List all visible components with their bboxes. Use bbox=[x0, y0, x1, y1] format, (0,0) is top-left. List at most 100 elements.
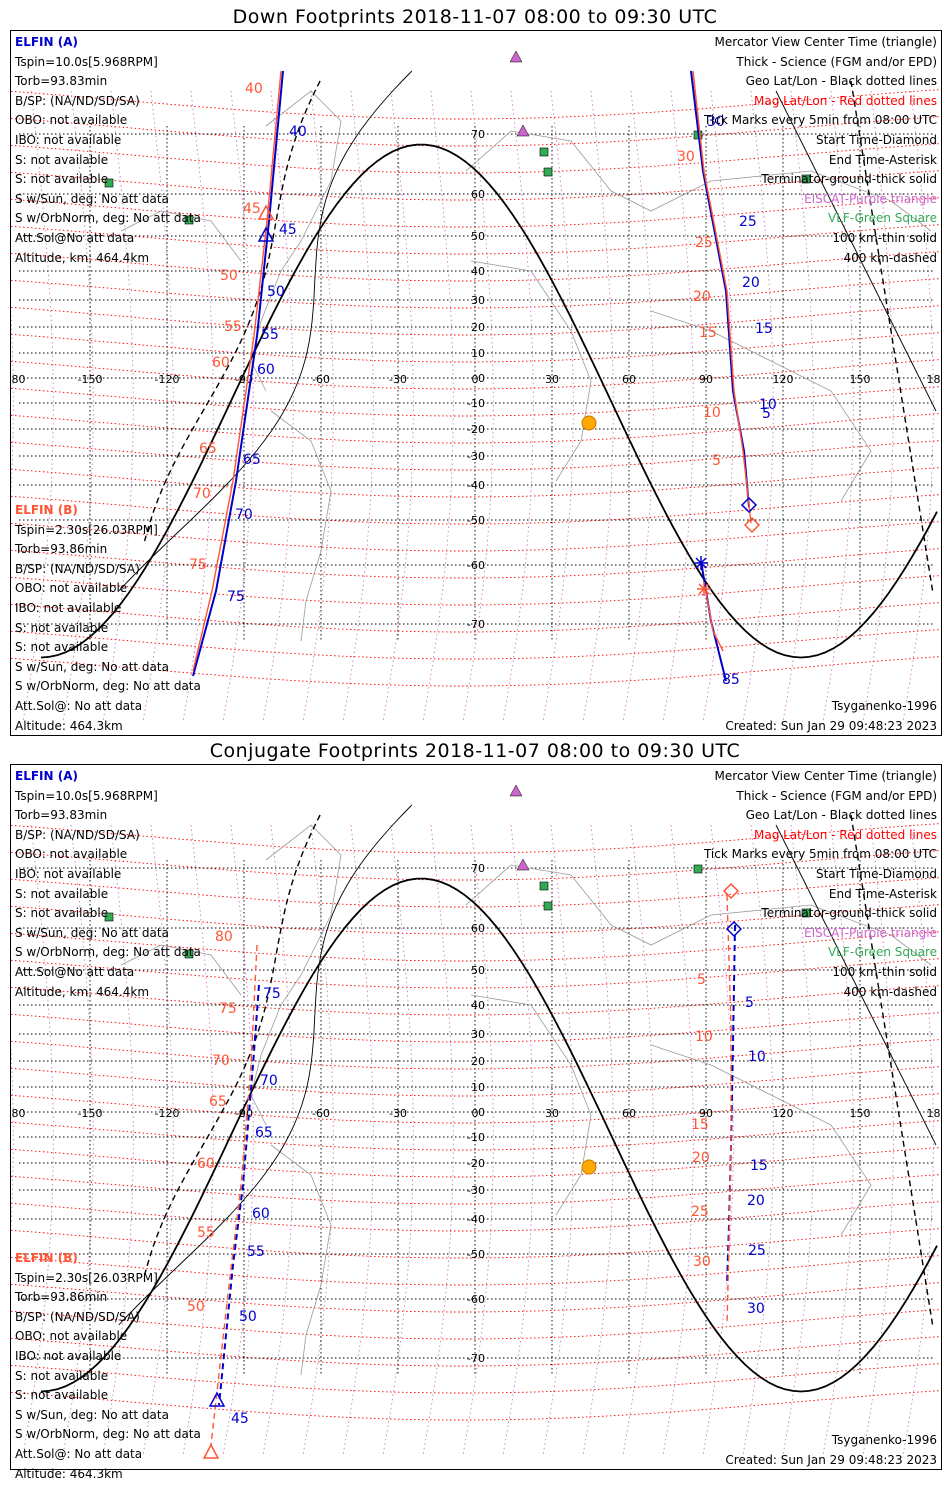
elfin-b-tick-label: 20 bbox=[692, 1150, 710, 1166]
footer-right: Tsyganenko-1996 Created: Sun Jan 29 09:4… bbox=[725, 1431, 937, 1470]
elfin-b-tick-label: 65 bbox=[199, 441, 217, 457]
elfin-b-tick-label: 70 bbox=[212, 1053, 230, 1069]
mag-lon-line bbox=[742, 824, 774, 1456]
mag-lat-line bbox=[11, 332, 941, 363]
vlf-station-square bbox=[693, 864, 703, 874]
mag-lon-line bbox=[102, 824, 134, 1456]
mag-lon-line bbox=[142, 824, 174, 1456]
map-canvas-down: -180-150-120-90-60-300306090120150180706… bbox=[11, 50, 941, 722]
lon-tick-label: -180 bbox=[11, 373, 25, 386]
lat-tick-label: -60 bbox=[467, 559, 485, 572]
mag-lon-line bbox=[102, 90, 134, 722]
elfin-a-tick-label: 50 bbox=[267, 284, 285, 300]
lat-tick-label: 10 bbox=[471, 1081, 485, 1094]
elfin-a-line: S: not available bbox=[15, 886, 109, 901]
lon-tick-label: 0 bbox=[472, 1107, 479, 1120]
lon-tick-label: -120 bbox=[155, 1107, 180, 1120]
mag-lon-line bbox=[822, 90, 854, 722]
elfin-a-info: ELFIN (A) Tspin=10.0s[5.968RPM] Torb=93.… bbox=[15, 767, 201, 1002]
mag-lat-line bbox=[11, 1012, 941, 1043]
elfin-b-tick-label: 60 bbox=[212, 355, 230, 371]
elfin-b-line: S: not available bbox=[15, 1368, 109, 1383]
elfin-a-line: Tspin=10.0s[5.968RPM] bbox=[15, 788, 158, 803]
elfin-a-line: S: not available bbox=[15, 906, 109, 921]
elfin-b-tick-label: 60 bbox=[197, 1156, 215, 1172]
elfin-b-tick-label: 65 bbox=[209, 1094, 227, 1110]
elfin-a-line: OBO: not available bbox=[15, 113, 128, 128]
mag-lat-line bbox=[11, 877, 941, 908]
lat-tick-label: -30 bbox=[467, 450, 485, 463]
elfin-a-tick-label: 20 bbox=[747, 1193, 765, 1209]
elfin-a-line: Altitude, km: 464.4km bbox=[15, 984, 150, 999]
elfin-b-tick-label: 25 bbox=[695, 235, 713, 251]
elfin-b-line: IBO: not available bbox=[15, 600, 122, 615]
vlf-station-square bbox=[543, 167, 553, 177]
elfin-b-track bbox=[704, 586, 724, 652]
altitude-400km-line bbox=[143, 80, 321, 542]
elfin-b-track bbox=[192, 70, 282, 672]
legend-line: Mercator View Center Time (triangle) bbox=[714, 769, 937, 783]
coastline bbox=[470, 260, 592, 482]
lat-tick-label: -40 bbox=[467, 479, 485, 492]
elfin-a-center-triangle bbox=[208, 1391, 226, 1407]
vlf-station-square bbox=[539, 147, 549, 157]
legend-line: VLF-Green Square bbox=[828, 211, 937, 226]
lon-tick-label: -60 bbox=[312, 1107, 330, 1120]
elfin-b-tick-label: 55 bbox=[197, 1225, 215, 1241]
mag-lat-line bbox=[11, 985, 941, 1016]
legend-line: End Time-Asterisk bbox=[828, 152, 937, 167]
mag-lat-line bbox=[11, 89, 941, 120]
elfin-b-line: Torb=93.86min bbox=[15, 542, 108, 557]
elfin-b-line: S: not available bbox=[15, 1388, 109, 1403]
lon-tick-label: 90 bbox=[699, 373, 713, 386]
mag-lat-line bbox=[11, 904, 941, 935]
legend-line: Terminator-ground-thick solid bbox=[761, 906, 937, 921]
elfin-b-line: Att.Sol@: No att data bbox=[15, 698, 143, 713]
mag-lon-line bbox=[502, 824, 534, 1456]
mag-lon-line bbox=[662, 90, 694, 722]
lat-tick-label: 60 bbox=[471, 188, 485, 201]
elfin-a-end-asterisk bbox=[694, 556, 708, 570]
elfin-a-tick-label: 65 bbox=[255, 1125, 273, 1141]
elfin-a-line: Torb=93.83min bbox=[15, 808, 108, 823]
elfin-b-center-triangle bbox=[257, 204, 275, 220]
elfin-b-tick-label: 30 bbox=[693, 1254, 711, 1270]
altitude-100km-line bbox=[118, 804, 413, 1326]
legend-line: Terminator-ground-thick solid bbox=[761, 172, 937, 187]
elfin-a-tick-label: 5 bbox=[762, 406, 771, 422]
elfin-b-line: Torb=93.86min bbox=[15, 1290, 108, 1305]
elfin-a-tick-label: 45 bbox=[279, 222, 297, 238]
mag-lon-line bbox=[342, 824, 374, 1456]
elfin-b-tick-label: 10 bbox=[703, 405, 721, 421]
mag-lat-line bbox=[11, 1120, 941, 1151]
elfin-b-line: IBO: not available bbox=[15, 1348, 122, 1363]
elfin-a-start-diamond bbox=[725, 920, 743, 938]
elfin-a-tick-label: 20 bbox=[742, 275, 760, 291]
lon-tick-label: 150 bbox=[850, 373, 871, 386]
elfin-b-line: B/SP: (NA/ND/SD/SA) bbox=[15, 561, 140, 576]
mag-lat-line bbox=[11, 467, 941, 498]
vlf-station-square bbox=[184, 215, 194, 225]
elfin-a-line: Tspin=10.0s[5.968RPM] bbox=[15, 54, 158, 69]
lon-tick-label: 30 bbox=[545, 1107, 559, 1120]
elfin-a-line: Altitude, km: 464.4km bbox=[15, 250, 150, 265]
elfin-a-tick-label: 5 bbox=[745, 995, 754, 1011]
mag-lat-line bbox=[11, 656, 941, 687]
lon-tick-label: -30 bbox=[389, 1107, 407, 1120]
asterisk-stroke bbox=[698, 583, 710, 595]
mag-lat-line bbox=[11, 521, 941, 552]
mag-lat-line bbox=[11, 305, 941, 336]
lat-tick-label: 70 bbox=[471, 128, 485, 141]
panel-title-down: Down Footprints 2018-11-07 08:00 to 09:3… bbox=[232, 6, 718, 28]
lon-tick-label: 90 bbox=[699, 1107, 713, 1120]
elfin-b-tick-label: 75 bbox=[189, 557, 207, 573]
mag-lon-line bbox=[182, 824, 214, 1456]
legend-line: Start Time-Diamond bbox=[815, 132, 937, 147]
mag-lat-line bbox=[11, 1201, 941, 1232]
elfin-a-info: ELFIN (A) Tspin=10.0s[5.968RPM] Torb=93.… bbox=[15, 33, 201, 268]
elfin-a-tick-label: 50 bbox=[239, 1309, 257, 1325]
map-legend: Mercator View Center Time (triangle) Thi… bbox=[704, 767, 937, 1002]
legend-line: Start Time-Diamond bbox=[815, 866, 937, 881]
lon-tick-label: -180 bbox=[11, 1107, 25, 1120]
mag-lon-line bbox=[182, 90, 214, 722]
